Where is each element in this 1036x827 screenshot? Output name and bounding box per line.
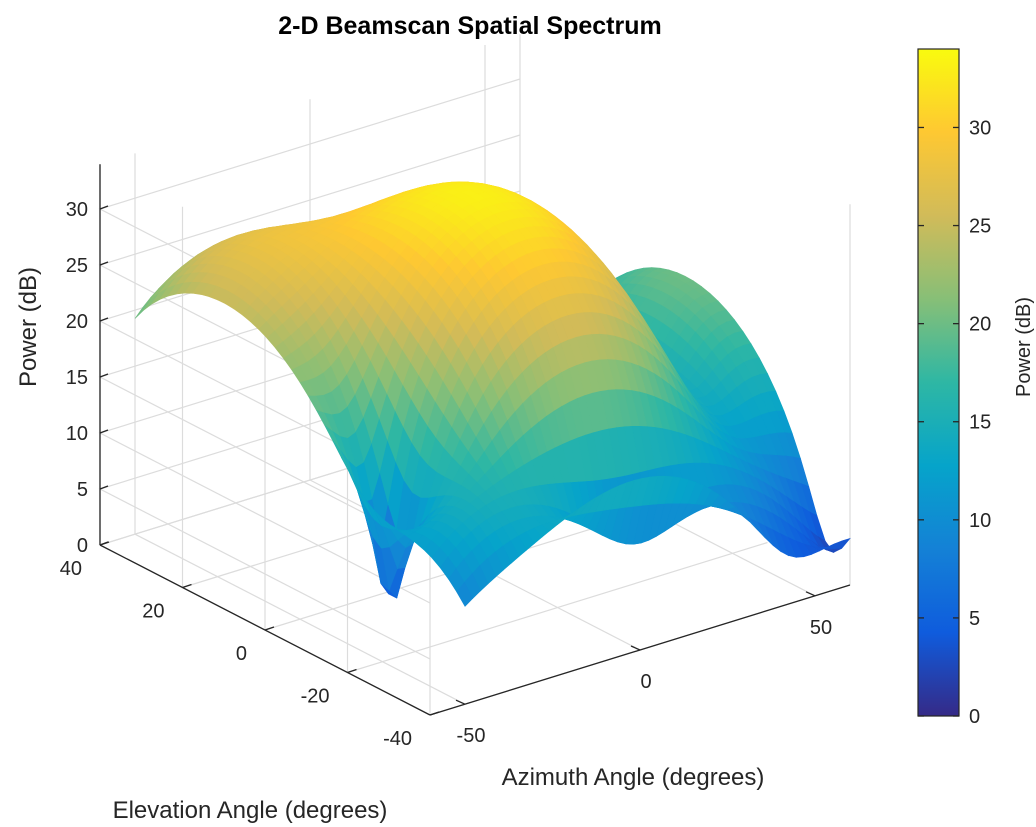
y-tick-mark — [347, 668, 357, 674]
colorbar-tick-label: 5 — [969, 608, 980, 630]
y-tick-mark — [182, 583, 192, 589]
x-tick-mark — [455, 699, 466, 705]
z-tick-label: 25 — [66, 255, 88, 277]
z-axis-label: Power (dB) — [15, 267, 42, 387]
colorbar: 0 5 10 15 20 25 30 — [917, 48, 991, 728]
colorbar-tick-label: 0 — [969, 706, 980, 728]
x-tick-label: 50 — [810, 617, 832, 639]
z-tick-label: 15 — [66, 367, 88, 389]
x-axis-label: Azimuth Angle (degrees) — [502, 764, 765, 791]
z-tick-mark — [99, 205, 109, 210]
x-tick-label: -50 — [457, 725, 486, 747]
z-tick-mark — [99, 373, 109, 378]
colorbar-tick-label: 20 — [969, 314, 991, 336]
colorbar-gradient — [917, 48, 960, 717]
y-tick-label: 0 — [236, 643, 247, 665]
z-tick-mark — [99, 317, 109, 322]
chart-title: 2-D Beamscan Spatial Spectrum — [278, 12, 661, 40]
y-tick-mark — [99, 541, 110, 546]
x-tick-mark — [805, 591, 816, 597]
surface-layer — [134, 181, 851, 607]
surface-patch — [456, 581, 474, 607]
z-tick-label: 5 — [77, 479, 88, 501]
y-floor-grid-line — [347, 541, 768, 674]
y-tick-label: -20 — [301, 686, 330, 708]
z-tick-label: 20 — [66, 311, 88, 333]
y-tick-label: 40 — [60, 558, 82, 580]
colorbar-tick-label: 30 — [969, 117, 991, 139]
x-tick-label: 0 — [640, 671, 651, 693]
y-tick-label: -40 — [383, 728, 412, 750]
z-tick-mark — [99, 485, 109, 490]
z-tick-label: 30 — [66, 199, 88, 221]
colorbar-label: Power (dB) — [1013, 297, 1035, 397]
z-tick-label: 10 — [66, 423, 88, 445]
colorbar-tick-label: 10 — [969, 510, 991, 532]
z-tick-label: 0 — [77, 535, 88, 557]
y-axis-label: Elevation Angle (degrees) — [113, 797, 388, 824]
colorbar-tick-label: 15 — [969, 412, 991, 434]
y-tick-mark — [264, 626, 275, 631]
surface-patch — [143, 292, 160, 311]
z-tick-mark — [99, 261, 109, 266]
x-tick-mark — [630, 645, 641, 651]
y-tick-label: 20 — [142, 601, 164, 623]
z-tick-mark — [99, 429, 109, 434]
axis-layer: 0 5 10 15 20 25 30 40 20 0 -20 -40 -50 0 50 — [60, 164, 851, 750]
colorbar-tick-label: 25 — [969, 216, 991, 238]
